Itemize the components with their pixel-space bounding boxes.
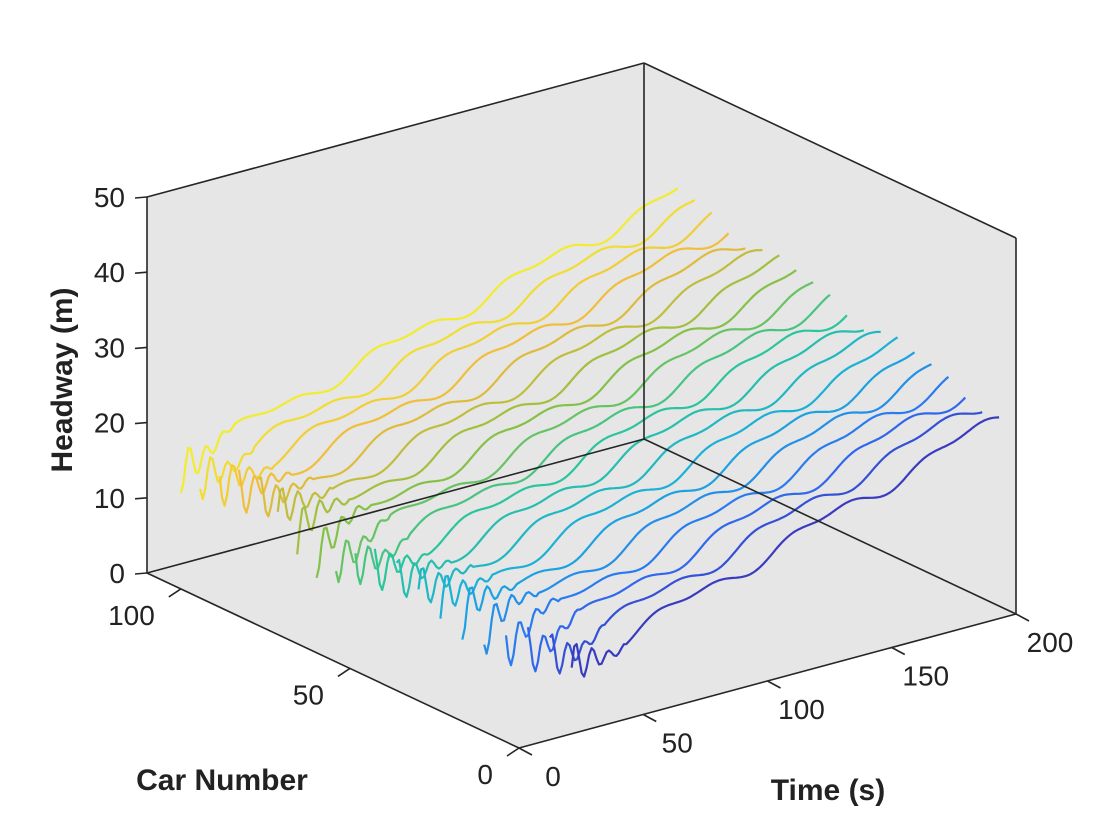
x-tick-label: 200: [1027, 627, 1074, 658]
series-line-car-50: [373, 314, 848, 591]
z-tick-mark: [134, 497, 148, 500]
z-tick-mark: [134, 572, 148, 575]
x-axis-label: Time (s): [771, 774, 885, 807]
series-line-car-75: [276, 249, 763, 521]
z-tick-mark: [134, 421, 148, 425]
y-tick-label: 50: [293, 679, 324, 710]
x-tick-label: 100: [778, 694, 825, 725]
z-tick-label: 0: [109, 558, 125, 589]
z-tick-label: 30: [94, 332, 125, 363]
x-tick-mark: [891, 646, 906, 656]
series-line-car-95: [199, 199, 696, 501]
y-tick-mark: [168, 588, 182, 598]
series-line-car-25: [483, 363, 932, 655]
y-tick-mark: [337, 667, 351, 678]
y-tick-mark: [506, 747, 520, 757]
series-line-car-85: [237, 232, 730, 514]
series-line-car-65: [315, 269, 797, 579]
x-tick-mark: [518, 747, 533, 756]
x-tick-mark: [1015, 613, 1030, 622]
series-lines: [179, 187, 1000, 678]
x-tick-mark: [767, 680, 781, 689]
z-tick-mark: [134, 196, 148, 199]
z-tick-label: 50: [94, 182, 125, 213]
x-tick-label: 0: [545, 761, 561, 792]
box-edge: [643, 438, 1017, 615]
series-line-car-45: [395, 329, 865, 598]
y-tick-label: 0: [477, 759, 493, 790]
series-line-car-70: [296, 254, 780, 555]
series-line-car-20: [504, 375, 950, 667]
series-line-car-35: [439, 336, 899, 619]
x-tick-label: 150: [902, 661, 949, 692]
series-line-car-40: [417, 330, 881, 604]
z-tick-mark: [134, 271, 148, 274]
z-axis-label: Headway (m): [46, 287, 79, 472]
side-pane: [644, 63, 1016, 614]
y-axis-label: Car Number: [136, 764, 308, 797]
z-tick-label: 40: [94, 257, 125, 288]
y-tick-label: 100: [108, 600, 155, 631]
axes-box: [146, 62, 1017, 749]
series-line-car-10: [548, 411, 983, 675]
axis-ticks: 0 10 20 30 40 50 0 50 100 0 50 100 150 200: [94, 182, 1074, 792]
z-tick-mark: [134, 346, 148, 350]
series-line-car-80: [257, 247, 746, 518]
series-line-car-60: [334, 281, 814, 584]
box-edge: [146, 572, 520, 749]
z-tick-label: 10: [94, 483, 125, 514]
x-tick-mark: [642, 713, 657, 723]
series-line-car-15: [526, 396, 967, 673]
box-edge: [146, 438, 645, 574]
series-line-car-90: [218, 211, 713, 507]
series-line-car-5: [570, 416, 1000, 678]
floor-pane: [147, 439, 1016, 748]
z-tick-label: 20: [94, 408, 125, 439]
box-edge: [643, 62, 1017, 239]
box-edge: [146, 62, 645, 198]
series-line-car-100: [179, 187, 679, 494]
series-line-car-30: [461, 351, 916, 640]
x-tick-label: 50: [662, 728, 693, 759]
series-line-car-55: [354, 293, 831, 586]
